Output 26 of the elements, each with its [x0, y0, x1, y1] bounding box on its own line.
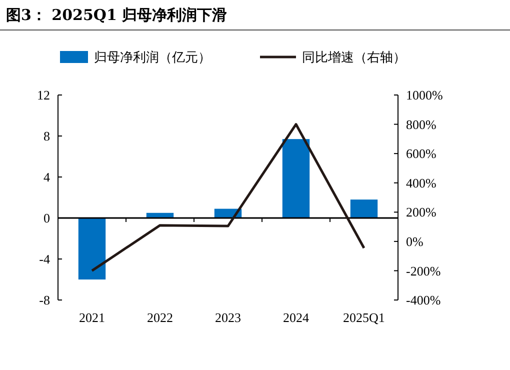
x-tick-label: 2024: [283, 310, 310, 325]
x-tick-label: 2022: [147, 310, 173, 325]
bar: [78, 218, 106, 280]
y2-tick-label: 400%: [406, 175, 436, 190]
y2-tick-label: 1000%: [406, 88, 443, 103]
y2-tick-label: 0%: [406, 234, 424, 249]
legend-label: 归母净利润（亿元）: [94, 50, 211, 66]
bar: [350, 200, 378, 218]
bar: [282, 139, 310, 218]
y2-tick-label: 800%: [406, 116, 436, 132]
y2-tick-label: -400%: [406, 292, 441, 308]
y-tick-label: -4: [39, 252, 50, 267]
legend-label: 同比增速（右轴）: [302, 50, 406, 66]
y2-tick-label: 200%: [406, 204, 436, 220]
y-tick-label: -8: [39, 292, 50, 308]
y-tick-label: 8: [44, 128, 50, 144]
y2-tick-label: 600%: [406, 146, 436, 162]
x-tick-label: 2021: [79, 310, 105, 325]
y-tick-label: 12: [37, 88, 50, 103]
x-tick-label: 2023: [215, 310, 241, 325]
line-series: [90, 123, 366, 272]
chart-title: 图3： 2025Q1 归母净利润下滑: [6, 6, 228, 24]
y-tick-label: 4: [44, 170, 50, 185]
y-tick-label: 0: [44, 210, 50, 226]
y2-tick-label: -200%: [406, 263, 441, 278]
x-tick-label: 2025Q1: [343, 310, 385, 325]
